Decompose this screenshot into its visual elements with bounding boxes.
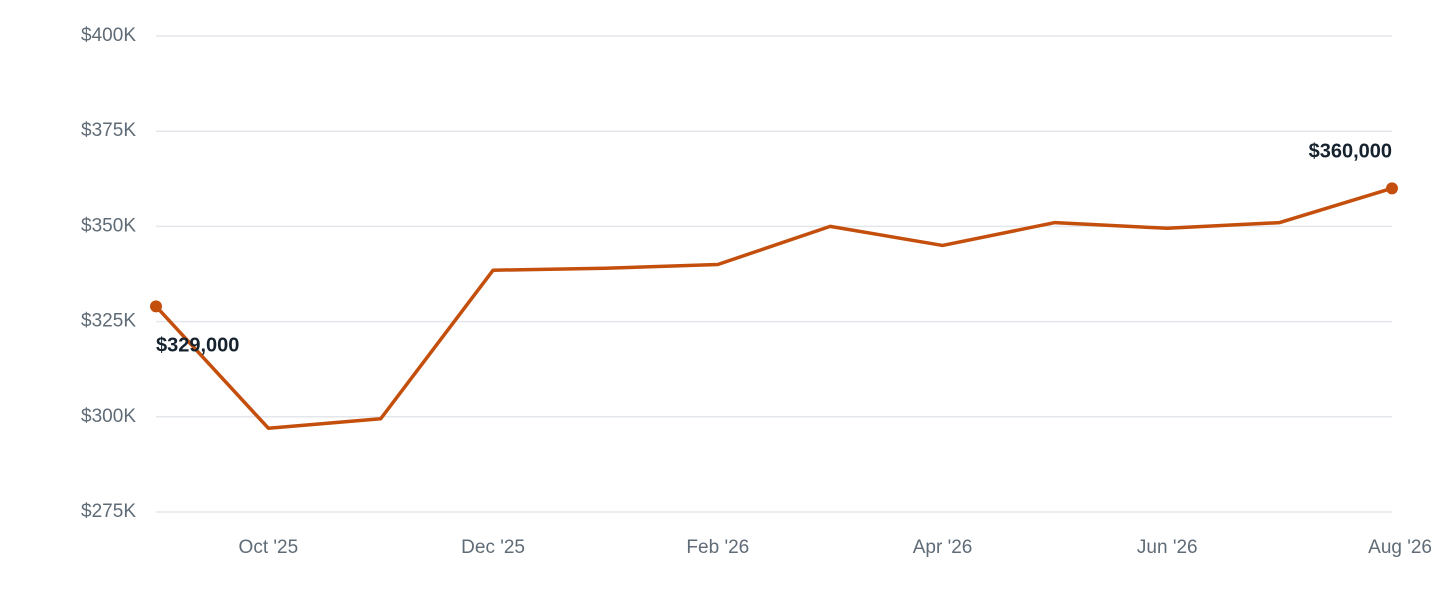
y-tick-label: $400K	[81, 25, 136, 46]
x-tick-label: Jun '26	[1137, 537, 1198, 558]
y-tick-label: $300K	[81, 406, 136, 427]
line	[154, 186, 1393, 430]
y-tick-label: $350K	[81, 215, 136, 236]
point	[150, 300, 162, 313]
y-tick-label: $375K	[81, 120, 136, 141]
x-tick-label: Aug '26	[1368, 537, 1432, 558]
x-tick-label: Oct '25	[239, 537, 299, 558]
x-tick-label: Feb '26	[686, 537, 749, 558]
y-tick-label: $325K	[81, 311, 136, 332]
data-label: $329,000	[156, 335, 239, 357]
x-tick-label: Dec '25	[461, 537, 525, 558]
x-tick-label: Apr '26	[913, 537, 973, 558]
point	[1386, 182, 1398, 195]
data-label: $360,000	[1309, 141, 1392, 163]
y-tick-label: $275K	[81, 501, 136, 522]
